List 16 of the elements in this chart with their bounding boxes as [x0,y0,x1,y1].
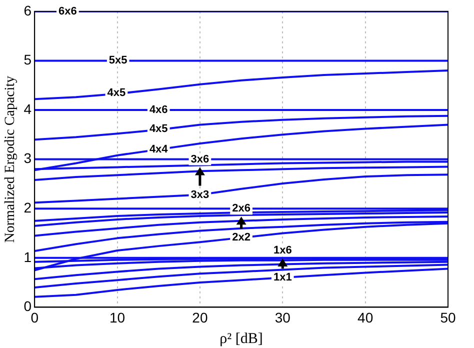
x-tick-label: 50 [440,309,456,326]
y-tick-label: 1 [24,248,32,265]
x-tick-label: 40 [358,309,374,326]
y-tick-label: 2 [24,199,32,216]
x-tick-label: 20 [192,309,208,326]
annotation: 6x6 [58,5,77,18]
y-tick-label: 6 [24,2,32,18]
annotation: 1x6 [273,244,292,257]
x-tick-label: 10 [109,309,126,326]
y-axis-title: Normalized Ergodic Capacity [3,76,18,243]
y-tick-label: 5 [24,52,32,68]
x-axis-title: ρ² [dB] [220,330,263,347]
y-tick-label: 4 [24,100,32,117]
x-tick-label: 30 [274,309,291,326]
y-tick-label: 3 [24,150,32,166]
y-tick-label: 0 [24,298,32,314]
